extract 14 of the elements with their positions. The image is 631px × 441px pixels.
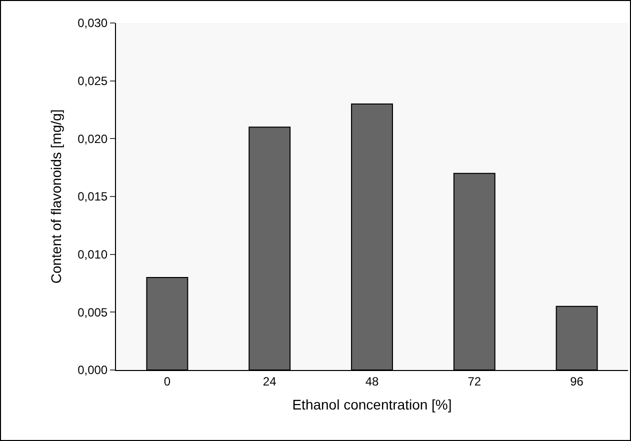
x-tick-label: 48 [365,374,379,388]
y-axis-title: Content of flavonoids [mg/g] [48,109,64,284]
y-tick-label: 0,005 [78,305,108,320]
y-tick-label: 0,015 [78,190,108,204]
x-axis-title: Ethanol concentration [%] [292,396,452,413]
y-tick-label: 0,000 [78,363,108,378]
x-tick-label: 96 [570,374,584,388]
y-tick-label: 0,030 [78,16,108,30]
y-tick-label: 0,020 [78,132,108,146]
y-tick-label: 0,010 [78,248,108,262]
x-tick-label: 24 [262,374,277,388]
x-tick-label: 72 [468,374,482,388]
y-tick-label: 0,025 [78,74,108,88]
x-tick-label: 0 [164,374,171,388]
